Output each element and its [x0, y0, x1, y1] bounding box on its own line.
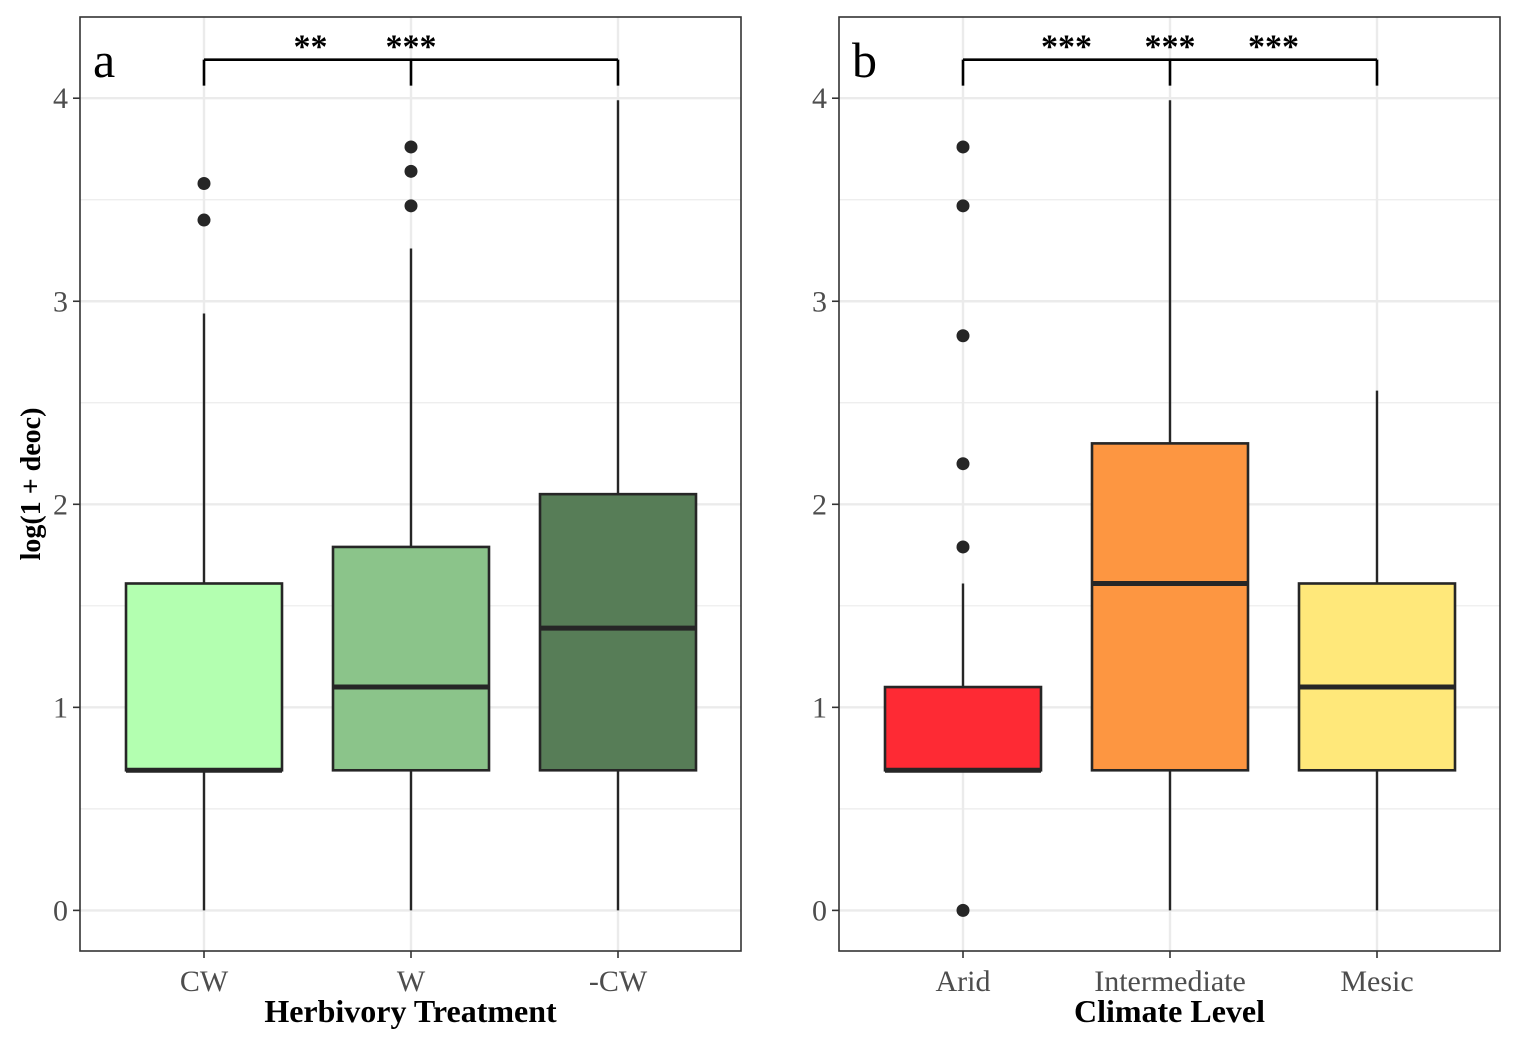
significance-label: **	[294, 29, 328, 66]
y-tick-label: 2	[53, 488, 68, 521]
y-axis-title: log(1 + deoc)	[16, 408, 47, 561]
significance-label: ***	[1248, 29, 1299, 66]
significance-bracket: *** *** ***	[961, 29, 1379, 86]
box-iqr	[124, 582, 284, 772]
box-arid	[883, 140, 1043, 917]
box-cw	[124, 176, 284, 911]
box-iqr	[1090, 442, 1250, 772]
outlier-point	[956, 903, 970, 917]
box-iqr	[538, 492, 698, 772]
panel-tag: a	[93, 32, 115, 88]
x-tick-label: Mesic	[1340, 965, 1413, 998]
box-iqr	[331, 545, 491, 772]
box-intermediate	[1090, 100, 1250, 911]
outlier-point	[404, 199, 418, 213]
panel-a: 0 1 2 3 4 CW W -CW Herbivory Treatment log(1 + de…	[16, 16, 742, 1029]
x-tick-label: -CW	[589, 965, 648, 998]
y-tick-label: 0	[812, 894, 827, 927]
y-tick-label: 3	[53, 285, 68, 318]
y-tick-label: 0	[53, 894, 68, 927]
panel-b: 0 1 2 3 4 Arid Intermediate Mesic Climate Level b…	[812, 16, 1501, 1029]
y-tick-label: 2	[812, 488, 827, 521]
outlier-point	[197, 213, 211, 227]
y-tick-label: 1	[812, 691, 827, 724]
outlier-point	[956, 140, 970, 154]
significance-label: ***	[1145, 29, 1196, 66]
outlier-point	[956, 199, 970, 213]
y-tick-label: 1	[53, 691, 68, 724]
outlier-point	[197, 176, 211, 190]
box--cw	[538, 100, 698, 911]
y-tick-label: 4	[53, 82, 68, 115]
y-tick-label: 4	[812, 82, 827, 115]
box-iqr	[883, 685, 1043, 772]
x-tick-label: W	[397, 965, 426, 998]
box-iqr	[1297, 582, 1457, 772]
x-tick-label: CW	[180, 965, 229, 998]
outlier-point	[956, 457, 970, 471]
significance-bracket: ** ***	[202, 29, 620, 86]
x-tick-label: Arid	[936, 965, 991, 998]
box-mesic	[1297, 390, 1457, 911]
significance-label: ***	[386, 29, 437, 66]
box-w	[331, 140, 491, 911]
x-tick-label: Intermediate	[1094, 965, 1246, 998]
outlier-point	[404, 140, 418, 154]
significance-label: ***	[1041, 29, 1092, 66]
outlier-point	[404, 164, 418, 178]
panel-tag: b	[852, 32, 877, 88]
x-axis-title: Herbivory Treatment	[264, 993, 557, 1029]
outlier-point	[956, 540, 970, 554]
outlier-point	[956, 329, 970, 343]
y-tick-label: 3	[812, 285, 827, 318]
x-axis-title: Climate Level	[1074, 993, 1265, 1029]
